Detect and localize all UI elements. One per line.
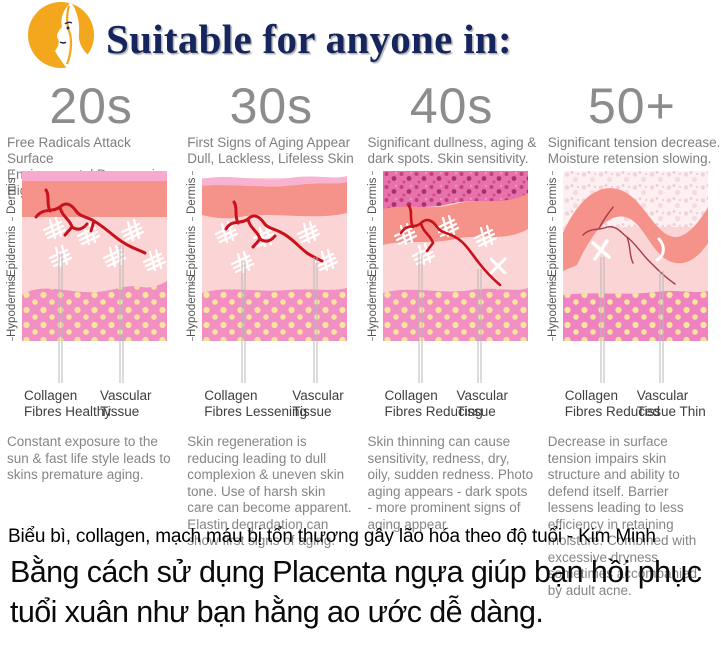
layer-label-hypodermis: Hypodermis [546,275,559,337]
footer: Biểu bì, collagen, mạch máu bị tổn thươn… [0,522,721,632]
diagram-callouts: Collagen Fibres Reduced Vascular Tissue … [563,386,721,423]
diagram-callouts: Collagen Fibres Reducing Vascular Tissue [383,386,541,423]
claim-line-2: tuổi xuân như bạn hằng ao ước dễ dàng. [10,595,544,629]
layer-label-dermis: Dermis [546,177,559,215]
layer-label-epidermis: Epidermis [546,225,559,277]
leader-lines [241,257,318,383]
tick [191,217,193,221]
claim-text: Bằng cách sử dụng Placenta ngựa giúp bạn… [10,552,721,632]
layer-label-hypodermis: Hypodermis [6,275,18,337]
vascular-tissue-icon [224,200,324,263]
vascular-callout: Vascular Tissue [456,388,509,419]
age-columns: 20s Free Radicals Attack Surface Environ… [0,78,721,599]
diagram-callouts: Collagen Fibres Healthy Vascular Tissue [22,386,180,423]
layer-label-hypodermis: Hypodermis [186,275,199,337]
age-description: Skin regeneration is reducing leading to… [187,434,352,548]
age-description: Decrease in surface tension impairs skin… [547,434,698,598]
layer-label-epidermis: Epidermis [6,225,18,277]
tick [552,337,554,341]
loose-fibre-icon [489,257,506,275]
age-column-20s: 20s Free Radicals Attack Surface Environ… [0,78,180,599]
tick [372,171,373,175]
tick [191,171,193,175]
skin-illustration-20s [22,171,167,383]
age-heading: 50+ [587,78,676,134]
age-description: Skin thinning can cause sensitivity, red… [367,434,534,532]
layer-labels: Dermis Epidermis Hypodermis [2,171,22,341]
woman-profile-logo-icon [28,2,94,70]
skin-diagram: Dermis Epidermis Hypodermis [363,171,541,386]
caption-text: Biểu bì, collagen, mạch máu bị tổn thươn… [8,526,656,547]
collagen-callout: Collagen Fibres Reduced [564,388,661,419]
layer-labels: Dermis Epidermis Hypodermis [543,171,563,341]
skin-diagram: Dermis Epidermis Hypodermis [182,171,360,386]
age-subtitle: Significant dullness, aging & dark spots… [367,135,537,166]
leader-lines [600,257,664,383]
tick [372,337,373,341]
vascular-tissue-icon [34,188,147,255]
layer-label-hypodermis: Hypodermis [366,275,379,337]
loose-fibre-icon [655,237,665,262]
layer-label-epidermis: Epidermis [186,225,199,277]
age-description: Constant exposure to the sun & fast life… [7,434,171,482]
age-column-40s: 40s Significant dullness, aging & dark s… [361,78,541,599]
diagram-callouts: Collagen Fibres Lessening Vascular Tissu… [202,386,360,423]
tick [191,281,193,285]
collagen-callout: Collagen Fibres Reducing [384,388,483,419]
layer-labels: Dermis Epidermis Hypodermis [363,171,383,341]
skin-illustration-50plus [562,171,708,383]
age-heading: 30s [229,78,314,134]
tick [191,337,193,341]
collagen-fibres-icon [591,239,611,261]
leader-lines [58,245,124,383]
tick [552,217,554,221]
age-subtitle: Free Radicals Attack Surface Environment… [7,135,162,198]
tick [372,217,373,221]
age-column-30s: 30s First Signs of Aging Appear Dull, La… [180,78,360,599]
age-heading: 20s [49,78,133,134]
tick [552,281,554,285]
vascular-callout: Vascular Tissue Thin [636,388,706,419]
tick [372,281,373,285]
layer-label-dermis: Dermis [6,177,18,215]
vascular-tissue-icon [582,206,676,285]
tick [11,171,13,175]
age-heading: 40s [409,78,494,134]
layer-label-dermis: Dermis [186,177,199,215]
leader-lines [418,253,481,383]
vascular-callout: Vascular Tissue [292,388,344,419]
age-subtitle: First Signs of Aging Appear Dull, Lackle… [187,135,354,166]
collagen-callout: Collagen Fibres Healthy [24,388,112,419]
age-subtitle: Significant tension decrease. Moisture r… [547,135,721,166]
skin-diagram: Dermis Epidermis Hypodermis [543,171,721,386]
skin-illustration-40s [382,171,528,383]
header: Suitable for anyone in: [0,0,721,78]
page-title: Suitable for anyone in: [106,16,512,62]
tick [552,171,554,175]
skin-illustration-30s [202,171,348,383]
skin-diagram: Dermis Epidermis Hypodermis [2,171,180,386]
collagen-callout: Collagen Fibres Lessening [204,388,308,419]
claim-line-1: Bằng cách sử dụng Placenta ngựa giúp bạn… [10,555,702,589]
age-column-50plus: 50+ Significant tension decrease. Moistu… [541,78,721,599]
vascular-callout: Vascular Tissue [100,388,152,419]
tick [11,217,13,221]
tick [11,337,13,341]
layer-label-epidermis: Epidermis [366,225,379,277]
layer-label-dermis: Dermis [366,177,379,215]
vascular-tissue-icon [399,204,501,287]
tick [11,281,13,285]
layer-labels: Dermis Epidermis Hypodermis [182,171,202,341]
